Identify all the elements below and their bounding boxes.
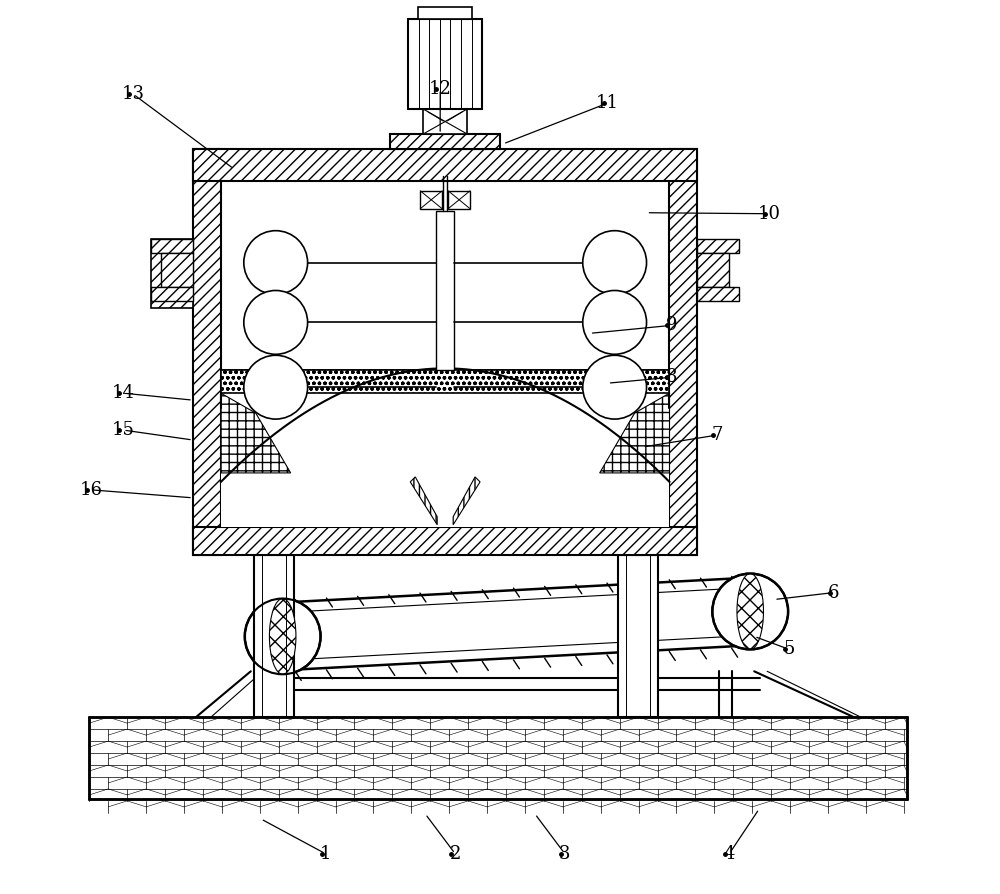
Bar — [221, 393, 669, 527]
Polygon shape — [221, 393, 291, 473]
Polygon shape — [453, 477, 480, 525]
Bar — [436, 211, 454, 370]
Bar — [89, 717, 907, 799]
Circle shape — [583, 355, 647, 419]
Text: 9: 9 — [666, 316, 677, 334]
Bar — [193, 527, 697, 554]
Bar — [408, 20, 482, 109]
Bar — [254, 554, 294, 717]
Text: 11: 11 — [596, 94, 619, 112]
Bar — [669, 149, 697, 554]
Text: 5: 5 — [783, 640, 795, 658]
Ellipse shape — [269, 598, 296, 674]
Bar — [151, 288, 193, 301]
Bar — [221, 370, 669, 393]
Text: 1: 1 — [320, 845, 331, 863]
Polygon shape — [410, 477, 437, 525]
Circle shape — [583, 291, 647, 354]
Bar — [697, 239, 739, 253]
Text: 8: 8 — [666, 368, 677, 386]
Bar — [448, 190, 470, 208]
Bar — [420, 190, 442, 208]
Circle shape — [245, 598, 321, 674]
Circle shape — [583, 231, 647, 294]
Ellipse shape — [737, 574, 763, 649]
Text: 12: 12 — [429, 80, 452, 98]
Bar — [151, 239, 193, 253]
Text: 14: 14 — [112, 384, 135, 402]
Bar — [221, 181, 669, 370]
Text: 2: 2 — [449, 845, 461, 863]
Bar — [193, 149, 697, 181]
Bar — [193, 149, 221, 554]
Circle shape — [244, 291, 308, 354]
Text: 10: 10 — [758, 205, 781, 223]
Text: 13: 13 — [122, 85, 145, 103]
Bar — [418, 7, 472, 20]
Bar — [423, 109, 467, 134]
Bar — [697, 288, 739, 301]
Circle shape — [244, 231, 308, 294]
Circle shape — [712, 574, 788, 649]
Bar — [618, 554, 658, 717]
Text: 6: 6 — [828, 584, 840, 602]
Bar — [151, 239, 193, 308]
Circle shape — [244, 355, 308, 419]
Bar — [390, 134, 500, 149]
Polygon shape — [600, 393, 669, 473]
Bar — [161, 253, 193, 288]
Bar — [697, 253, 729, 288]
Text: 16: 16 — [80, 481, 103, 499]
Text: 4: 4 — [724, 845, 735, 863]
Text: 15: 15 — [112, 421, 135, 439]
Text: 3: 3 — [559, 845, 571, 863]
Text: 7: 7 — [712, 426, 723, 444]
